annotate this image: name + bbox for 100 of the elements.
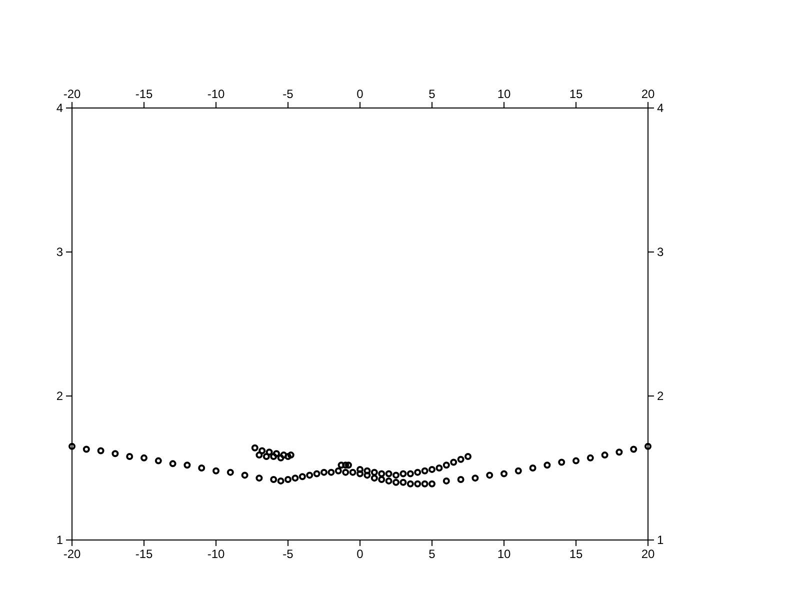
point xyxy=(287,452,294,459)
point xyxy=(472,474,479,482)
x2-tick-label: -15 xyxy=(135,87,153,101)
point xyxy=(406,480,414,488)
x-tick-label: 0 xyxy=(356,547,364,561)
point xyxy=(266,448,273,456)
point xyxy=(212,467,220,474)
y2-tick-label: 1 xyxy=(657,533,664,547)
y-tick-label: 3 xyxy=(56,245,64,259)
x-tick-label: -15 xyxy=(135,547,153,561)
point xyxy=(370,468,378,476)
point xyxy=(392,472,400,479)
point xyxy=(338,462,345,469)
x-tick-label: 15 xyxy=(569,547,583,561)
point xyxy=(270,476,278,484)
point xyxy=(356,466,364,473)
point xyxy=(421,467,428,474)
point xyxy=(442,462,450,469)
point xyxy=(450,458,458,466)
point xyxy=(169,460,176,468)
point xyxy=(262,452,270,460)
point xyxy=(500,470,508,478)
x-tick-label: 20 xyxy=(641,547,655,561)
x2-tick-label: -10 xyxy=(207,87,225,101)
point xyxy=(370,474,378,482)
point xyxy=(428,466,436,473)
point xyxy=(364,467,371,474)
point xyxy=(272,450,280,458)
y2-tick-label: 3 xyxy=(657,245,664,259)
point xyxy=(344,462,352,469)
point xyxy=(154,457,162,464)
x2-tick-label: 15 xyxy=(569,87,583,101)
point xyxy=(256,474,263,482)
y-tick-label: 2 xyxy=(56,389,64,403)
point xyxy=(572,457,580,464)
point xyxy=(385,470,392,478)
point xyxy=(306,472,314,479)
point xyxy=(126,452,134,460)
point xyxy=(328,468,335,476)
point xyxy=(270,452,278,460)
point xyxy=(616,448,623,456)
point xyxy=(464,452,472,460)
point xyxy=(258,447,266,454)
point xyxy=(436,464,443,472)
y2-tick-label: 2 xyxy=(657,389,664,403)
point xyxy=(342,462,350,469)
point xyxy=(140,454,148,462)
point xyxy=(400,470,407,478)
point xyxy=(442,477,450,484)
point xyxy=(414,480,422,488)
y-tick-label: 4 xyxy=(56,101,64,115)
point xyxy=(644,442,652,450)
point xyxy=(97,447,104,454)
x2-tick-label: 0 xyxy=(356,87,364,101)
x-tick-label: -5 xyxy=(282,547,294,561)
point xyxy=(277,454,284,462)
point xyxy=(457,476,464,484)
x-tick-label: 10 xyxy=(497,547,511,561)
point xyxy=(514,467,522,474)
point xyxy=(421,480,428,488)
point xyxy=(356,470,364,478)
point xyxy=(334,467,342,474)
point xyxy=(198,464,206,472)
y2-tick-label: 4 xyxy=(657,101,664,115)
point xyxy=(400,478,407,486)
point xyxy=(385,477,392,484)
x-tick-label: 5 xyxy=(428,547,436,561)
point xyxy=(457,456,464,463)
point xyxy=(364,472,371,479)
point xyxy=(68,442,76,450)
point xyxy=(280,452,288,459)
x-tick-label: -10 xyxy=(207,547,225,561)
point xyxy=(320,468,328,476)
x2-tick-label: -5 xyxy=(282,87,294,101)
point xyxy=(428,480,436,488)
point xyxy=(284,452,292,460)
point xyxy=(292,474,299,482)
point xyxy=(630,446,638,453)
point xyxy=(406,470,414,478)
point xyxy=(342,468,350,476)
point xyxy=(277,477,284,484)
point xyxy=(414,468,422,476)
point xyxy=(226,468,234,476)
point xyxy=(349,468,356,476)
point xyxy=(544,462,551,469)
point xyxy=(241,472,248,479)
y-tick-label: 1 xyxy=(56,533,64,547)
point xyxy=(378,476,386,484)
x2-tick-label: 10 xyxy=(497,87,511,101)
point xyxy=(486,472,494,479)
point xyxy=(284,476,292,484)
point xyxy=(313,470,320,478)
x2-tick-label: 5 xyxy=(428,87,436,101)
x2-tick-label: -20 xyxy=(63,87,81,101)
point xyxy=(184,462,191,469)
point xyxy=(256,452,263,459)
x-tick-label: -20 xyxy=(63,547,81,561)
point xyxy=(112,450,119,458)
point xyxy=(298,473,306,480)
point xyxy=(378,470,386,478)
